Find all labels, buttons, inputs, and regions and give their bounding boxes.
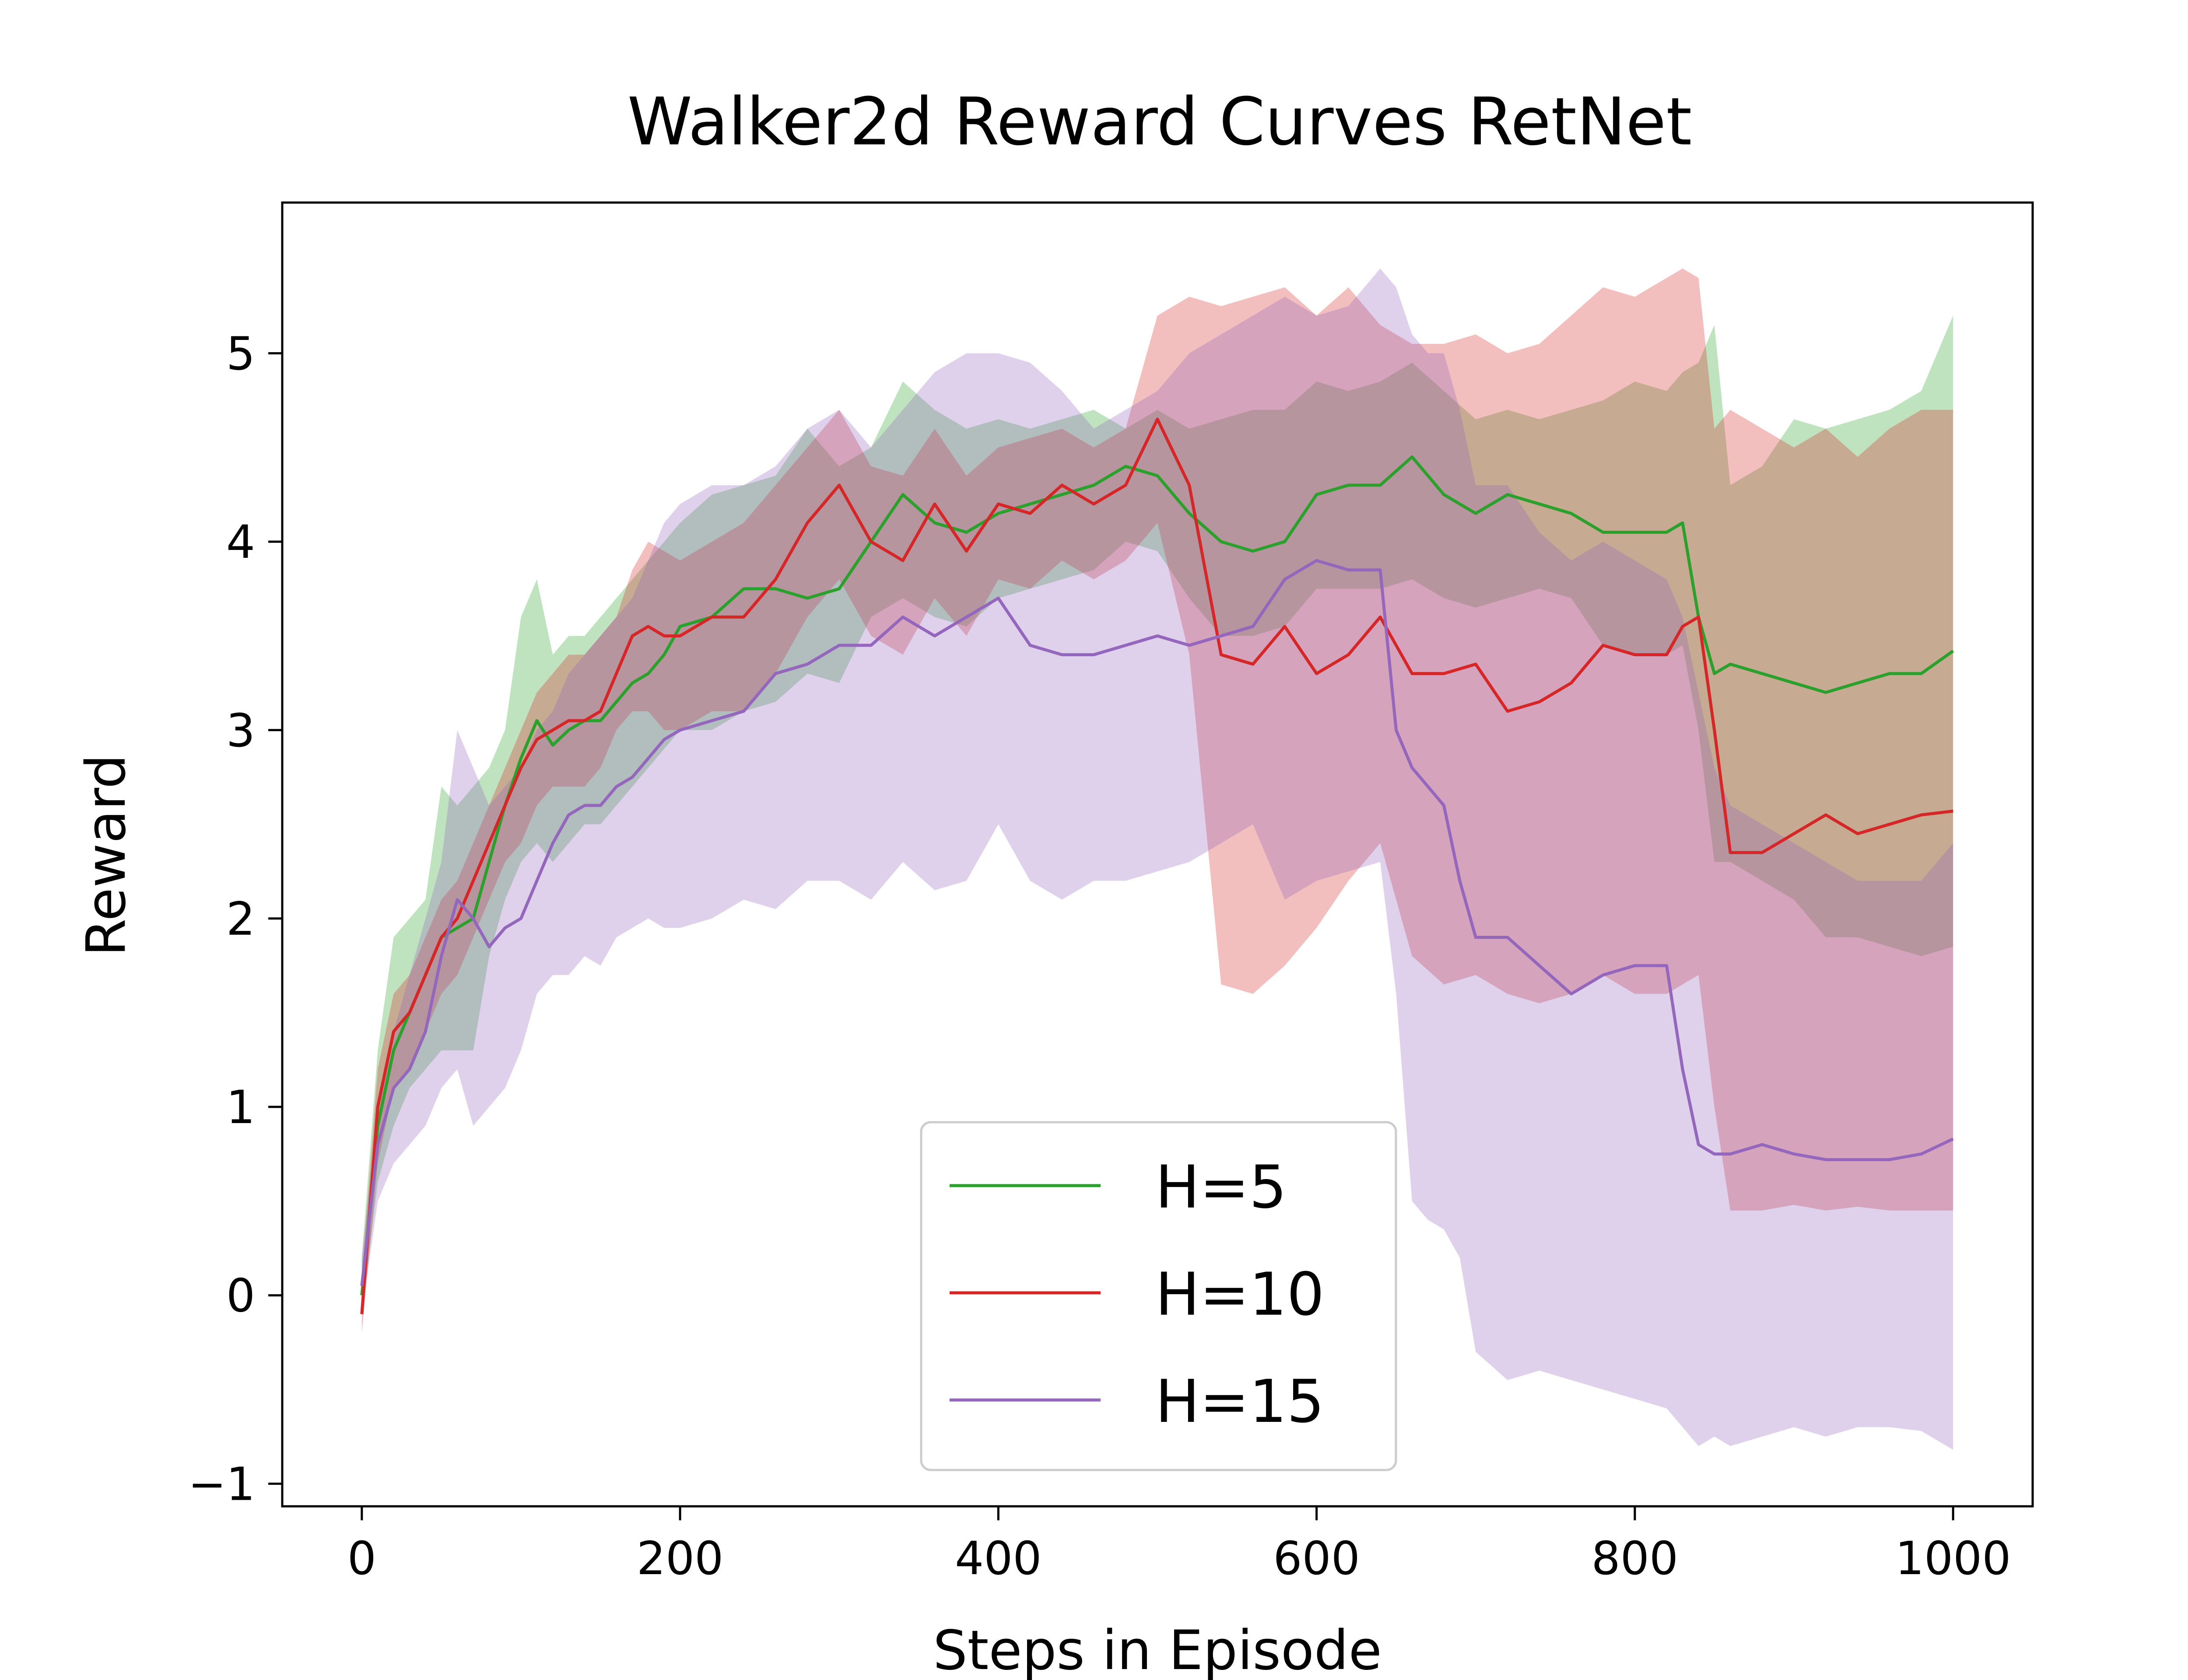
x-tick-label: 400 xyxy=(955,1532,1042,1585)
band-h10 xyxy=(361,268,1953,1333)
y-tick-label: 0 xyxy=(226,1269,255,1323)
y-axis-label: Reward xyxy=(75,754,138,956)
x-tick-label: 800 xyxy=(1592,1532,1679,1585)
legend-box xyxy=(920,1121,1397,1471)
x-tick-label: 600 xyxy=(1273,1532,1360,1585)
y-axis: −1 0 1 2 3 4 5 xyxy=(188,327,282,1511)
line-h15 xyxy=(360,559,1954,1286)
x-tick-label: 1000 xyxy=(1895,1532,2011,1585)
x-axis: 0 200 400 600 800 1000 xyxy=(347,1506,2011,1585)
confidence-bands xyxy=(361,268,1953,1450)
band-h5 xyxy=(361,315,1953,1314)
plot-area xyxy=(281,201,2034,1508)
line-h5 xyxy=(360,455,1954,1296)
plot-frame xyxy=(281,201,2034,1508)
x-axis-label: Steps in Episode xyxy=(933,1619,1382,1680)
y-tick-label: −1 xyxy=(188,1457,255,1511)
legend-label-h10: H=10 xyxy=(1155,1260,1324,1329)
y-tick-label: 1 xyxy=(226,1081,255,1134)
chart-title: Walker2d Reward Curves RetNet xyxy=(628,84,1692,160)
line-h10 xyxy=(360,417,1953,1315)
series-lines xyxy=(360,417,1954,1315)
y-tick-label: 5 xyxy=(226,327,255,381)
legend-label-h15: H=15 xyxy=(1155,1367,1324,1436)
x-tick-label: 200 xyxy=(637,1532,724,1585)
band-h15 xyxy=(361,268,1953,1450)
legend: H=5 H=10 H=15 xyxy=(920,1121,1397,1471)
legend-label-h5: H=5 xyxy=(1155,1153,1287,1222)
y-tick-label: 3 xyxy=(226,704,255,757)
y-tick-label: 4 xyxy=(226,515,255,569)
x-tick-label: 0 xyxy=(347,1532,376,1585)
y-tick-label: 2 xyxy=(226,892,255,945)
